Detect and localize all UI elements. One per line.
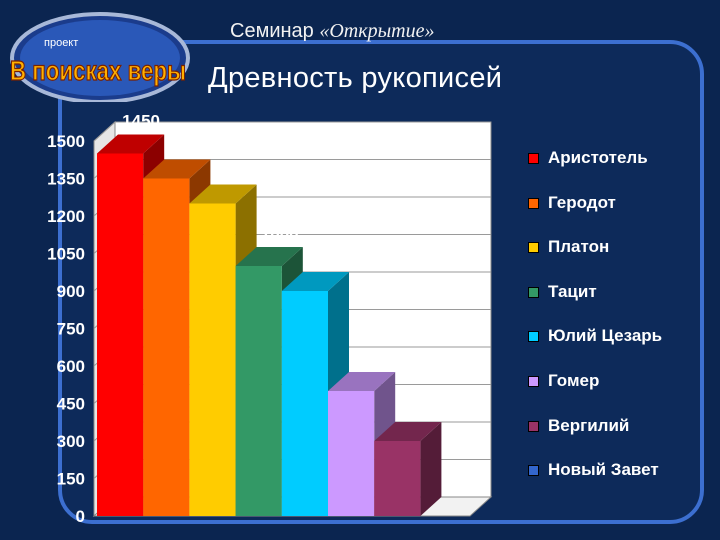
y-tick-label: 450 [57,395,85,414]
legend-swatch [528,242,539,254]
bar-top [235,247,303,266]
bar-top [328,372,396,391]
legend-label: Платон [548,237,610,257]
legend-swatch [528,197,539,209]
legend-swatch [528,331,539,343]
legend-swatch [528,376,539,387]
bar [143,178,190,516]
y-tick-label: 750 [57,320,85,339]
data-label: 1250 [215,162,253,181]
bar-top [374,422,442,441]
y-tick-label: 1350 [47,170,85,189]
data-label: 1350 [168,137,206,156]
bar [97,153,144,516]
y-tick-label: 1200 [47,207,85,226]
logo-text: В поисках веры [10,55,186,86]
data-label: 1450 [122,112,160,131]
legend-label: Геродот [548,192,616,212]
seminar-heading: Семинар «Открытие» [230,20,434,43]
seminar-prefix: Семинар [230,20,320,42]
y-tick-label: 1050 [47,245,85,264]
seminar-name: «Открытие» [319,20,435,42]
bar-top [97,134,165,154]
y-tick-label: 900 [57,282,85,301]
y-tick-label: 300 [57,432,85,451]
legend-label: Новый Завет [548,460,659,480]
legend-label: Гомер [548,371,600,390]
legend-swatch [528,420,539,432]
bar [374,441,421,516]
bar [281,291,328,516]
legend-label: Тацит [548,281,597,301]
bar-side [420,422,442,516]
data-label: 300 [404,399,432,418]
project-logo: проект В поисках веры [9,12,190,102]
y-tick-label: 0 [76,507,85,526]
bar [235,266,282,516]
data-label: 1000 [261,224,299,243]
bar [189,203,236,516]
legend-label: Юлий Цезарь [548,326,663,346]
y-tick-label: 150 [57,470,85,489]
bar-top [281,272,349,291]
legend-swatch [528,153,539,164]
legend-swatch [528,286,539,298]
legend-swatch [528,465,539,477]
y-tick-label: 1500 [47,132,85,151]
logo-small-text: проект [44,37,78,49]
gridline [93,121,491,142]
page-title: Древность рукописей [208,62,503,94]
data-label: 500 [358,349,386,368]
bar-top [189,184,257,204]
bar-top [143,159,211,179]
bar [328,391,375,516]
data-label: 900 [312,249,340,268]
y-tick-label: 600 [57,357,85,376]
legend-label: Вергилий [548,415,630,435]
legend-label: Аристотель [548,148,648,167]
